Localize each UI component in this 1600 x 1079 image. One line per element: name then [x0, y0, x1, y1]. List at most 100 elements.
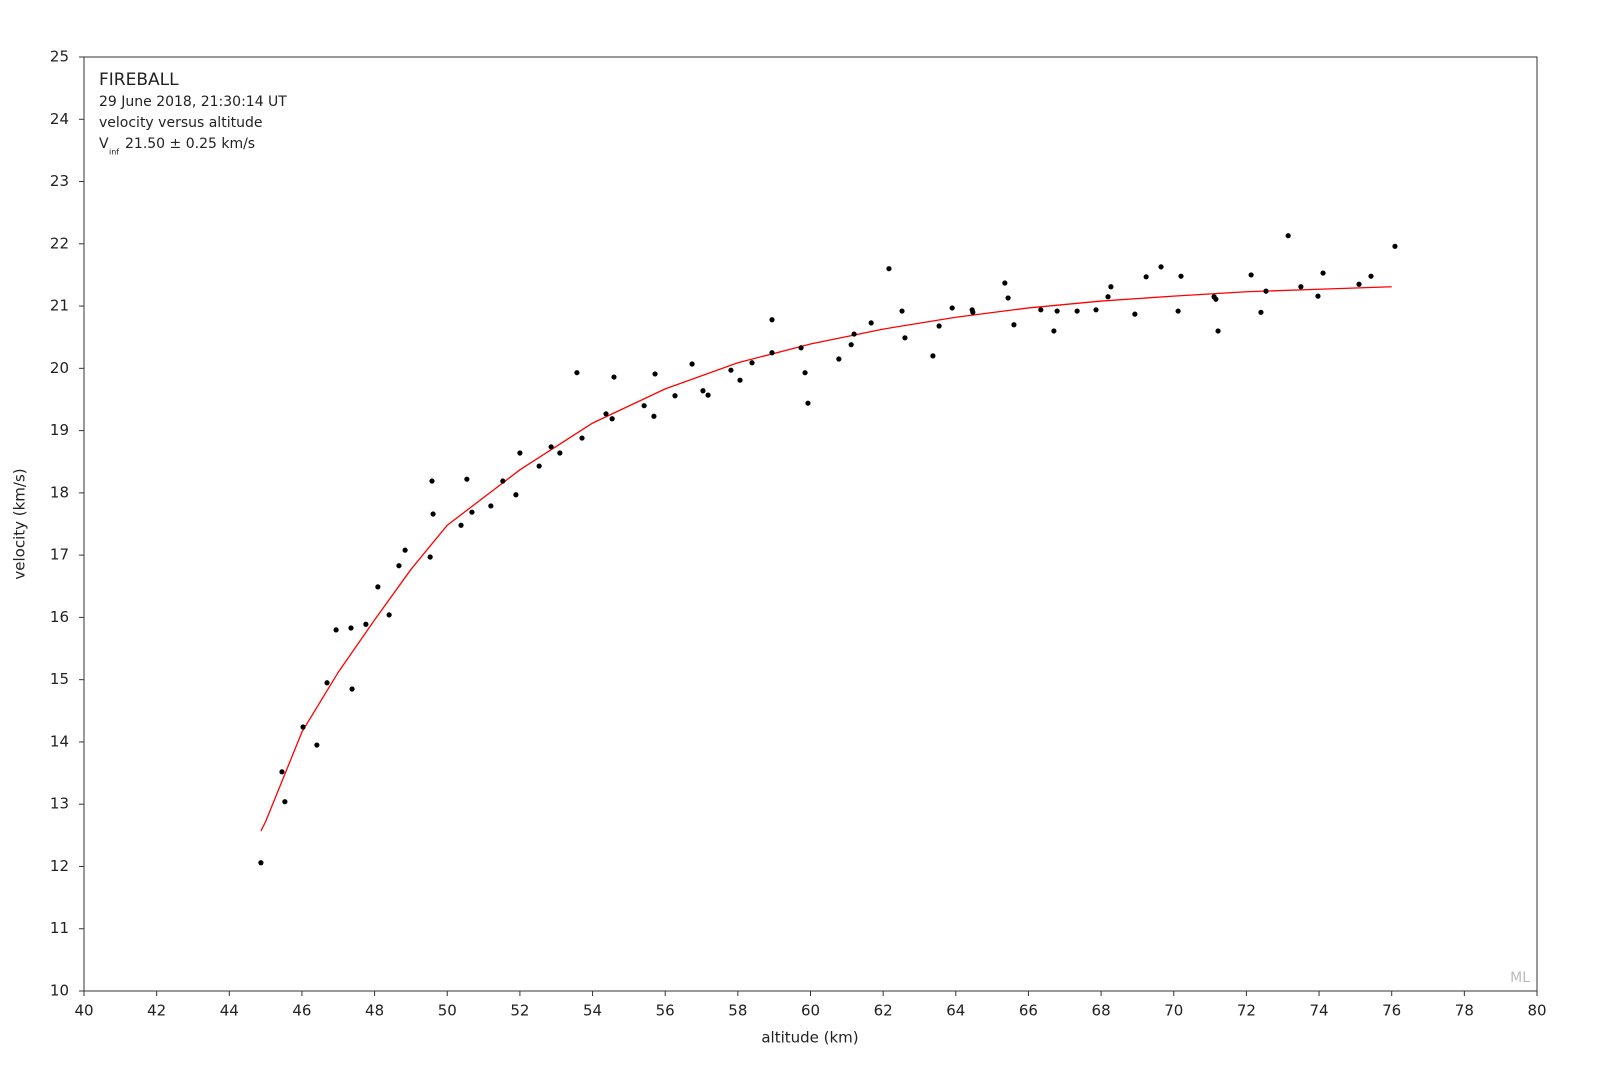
data-point	[1178, 273, 1184, 279]
x-tick-label: 52	[510, 1002, 529, 1020]
y-tick-label: 11	[50, 919, 69, 937]
data-point	[868, 320, 874, 326]
data-point	[805, 400, 811, 406]
data-point	[1105, 294, 1111, 300]
data-point	[603, 411, 609, 417]
data-point	[396, 563, 402, 569]
data-point	[1038, 307, 1044, 313]
y-tick-label: 13	[50, 795, 69, 813]
data-point	[427, 554, 433, 560]
watermark: ML	[1510, 970, 1530, 986]
data-point	[386, 612, 392, 618]
y-tick-label: 16	[50, 608, 69, 626]
data-point	[769, 317, 775, 323]
x-axis-label: altitude (km)	[761, 1029, 858, 1047]
data-point	[848, 342, 854, 348]
x-tick-label: 60	[801, 1002, 820, 1020]
data-point	[300, 724, 306, 730]
annotation: 29 June 2018, 21:30:14 UT	[99, 94, 287, 110]
data-point	[886, 266, 892, 272]
data-point	[574, 370, 580, 376]
data-point	[430, 511, 436, 517]
x-tick-label: 78	[1455, 1002, 1474, 1020]
data-point	[769, 350, 775, 356]
data-point	[689, 361, 695, 367]
y-tick-label: 15	[50, 670, 69, 688]
data-point	[1002, 280, 1008, 286]
data-point	[282, 799, 288, 805]
data-point	[557, 450, 563, 456]
x-tick-label: 74	[1310, 1002, 1329, 1020]
data-point	[672, 393, 678, 399]
data-point	[429, 478, 435, 484]
plot-frame	[83, 56, 1538, 992]
data-point	[1392, 243, 1398, 249]
data-point	[579, 435, 585, 441]
x-tick-label: 72	[1237, 1002, 1256, 1020]
data-point	[469, 509, 475, 515]
data-point	[513, 492, 519, 498]
x-tick-label: 46	[292, 1002, 311, 1020]
data-point	[1093, 307, 1099, 313]
data-point	[314, 742, 320, 748]
data-point	[609, 416, 615, 422]
x-tick-label: 42	[147, 1002, 166, 1020]
data-point	[1132, 311, 1138, 317]
data-point	[1074, 308, 1080, 314]
data-point	[1051, 328, 1057, 334]
x-tick-label: 70	[1164, 1002, 1183, 1020]
data-point	[349, 686, 355, 692]
data-point	[1298, 284, 1304, 290]
data-point	[500, 478, 506, 484]
x-tick-label: 68	[1092, 1002, 1111, 1020]
x-tick-label: 48	[365, 1002, 384, 1020]
data-point	[1315, 293, 1321, 299]
data-point	[1215, 328, 1221, 334]
data-point	[458, 522, 464, 528]
y-tick-label: 12	[50, 857, 69, 875]
data-point	[517, 450, 523, 456]
x-tick-label: 56	[656, 1002, 675, 1020]
data-point	[798, 345, 804, 351]
title: FIREBALL	[99, 70, 179, 90]
data-point	[836, 356, 842, 362]
y-tick-label: 24	[50, 110, 69, 128]
x-tick-label: 44	[220, 1002, 239, 1020]
data-point	[536, 463, 542, 469]
data-point	[641, 403, 647, 409]
data-point	[1356, 281, 1362, 287]
y-tick-label: 25	[50, 48, 69, 66]
y-tick-label: 22	[50, 234, 69, 252]
data-point	[970, 309, 976, 315]
data-point	[1258, 309, 1264, 315]
data-point	[705, 392, 711, 398]
data-point	[324, 680, 330, 686]
vinf-text: 21.50 ± 0.25 km/s	[125, 136, 255, 152]
data-point	[464, 476, 470, 482]
data-point	[851, 331, 857, 337]
data-point	[949, 305, 955, 311]
data-point	[1285, 233, 1291, 239]
data-point	[333, 627, 339, 633]
data-point	[375, 584, 381, 590]
data-point	[802, 370, 808, 376]
data-point	[1320, 270, 1326, 276]
x-tick-label: 58	[728, 1002, 747, 1020]
data-point	[737, 377, 743, 383]
y-tick-label: 10	[50, 982, 69, 1000]
y-tick-label: 17	[50, 546, 69, 564]
y-tick-label: 21	[50, 297, 69, 315]
data-point	[363, 621, 369, 627]
x-tick-label: 64	[946, 1002, 965, 1020]
data-point	[700, 388, 706, 394]
y-tick-label: 18	[50, 483, 69, 501]
data-point	[348, 625, 354, 631]
data-point	[1158, 264, 1164, 270]
annotation: velocity versus altitude	[99, 115, 262, 131]
data-point	[1005, 295, 1011, 301]
data-point	[1175, 308, 1181, 314]
x-tick-label: 50	[438, 1002, 457, 1020]
x-tick-label: 62	[874, 1002, 893, 1020]
data-point	[1054, 308, 1060, 314]
